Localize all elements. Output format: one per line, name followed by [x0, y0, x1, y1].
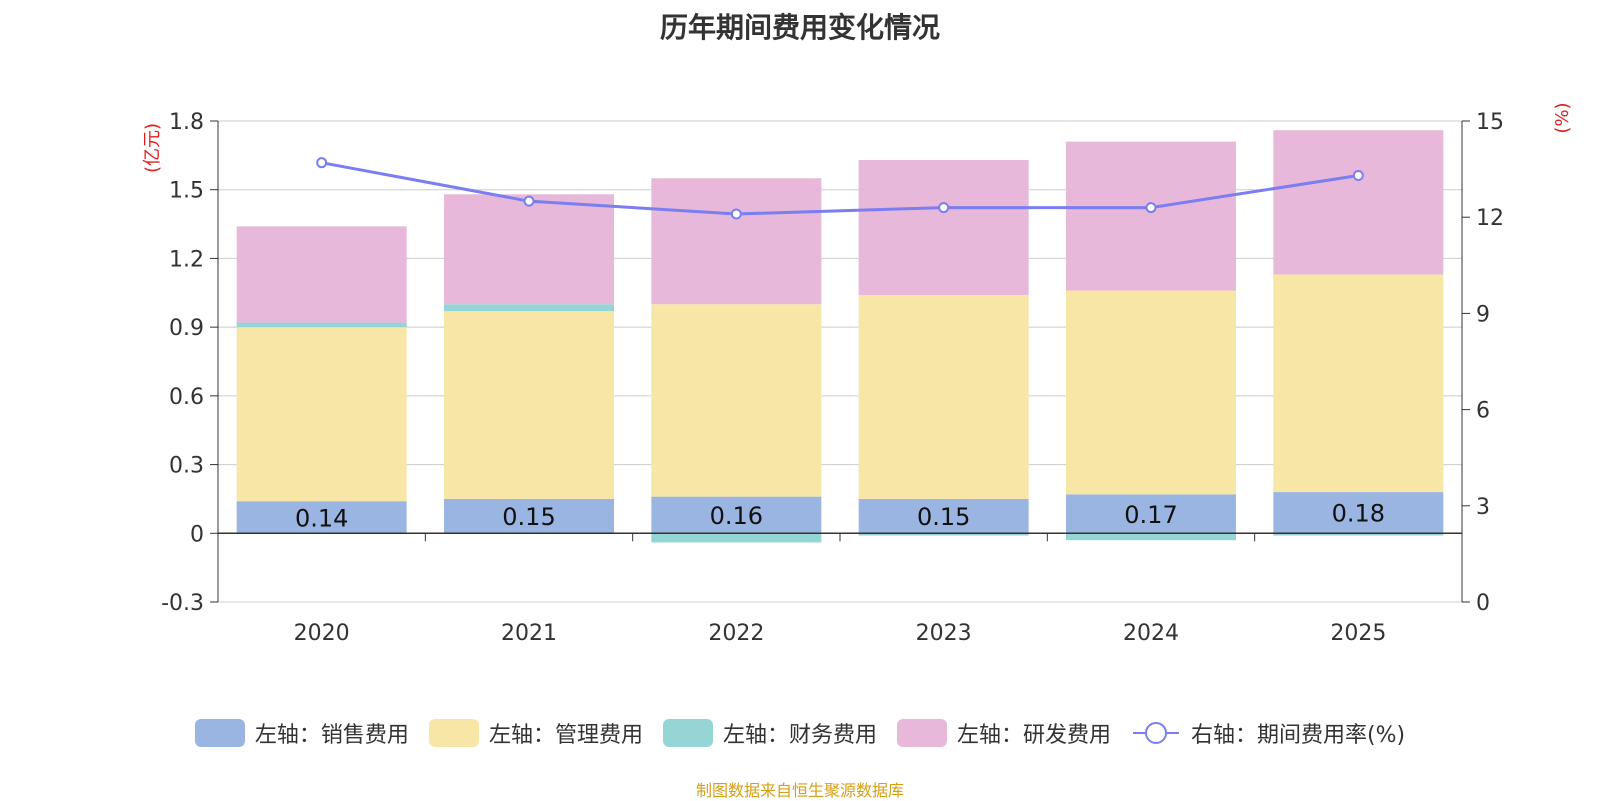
data-label: 0.17 [1124, 501, 1177, 529]
data-label: 0.14 [295, 504, 348, 532]
bar-segment [444, 304, 614, 312]
ratio-point [523, 195, 535, 207]
data-label: 0.16 [710, 502, 763, 530]
x-axis-tick-label: 2021 [501, 621, 557, 646]
left-axis-tick-label: 0.9 [169, 316, 204, 341]
bar-segment [1273, 130, 1444, 275]
data-label: 0.18 [1332, 500, 1385, 528]
legend-label-ratio: 右轴：期间费用率(%) [1190, 723, 1406, 748]
legend-label-sales: 左轴：销售费用 [254, 723, 409, 748]
bar-segment [236, 226, 407, 323]
bar-segment [858, 159, 1029, 296]
right-axis-label: (%) [1552, 102, 1573, 133]
bar-segment [1273, 533, 1444, 536]
legend-swatch-finance [662, 719, 713, 747]
bar-segment [1066, 494, 1236, 534]
left-axis-tick-label: -0.3 [161, 591, 204, 616]
legend-swatch-sales [194, 719, 245, 747]
right-axis-tick-label: 3 [1476, 495, 1490, 520]
bar-segment [236, 322, 407, 328]
data-label: 0.15 [917, 503, 970, 531]
left-axis-tick-label: 0.6 [169, 385, 204, 410]
bar-segment [1273, 274, 1444, 493]
bar-segment [858, 295, 1029, 499]
legend-item-admin[interactable]: 左轴：管理费用 [428, 717, 643, 749]
bar-segment [444, 194, 614, 305]
ratio-point [1145, 202, 1157, 214]
ratio-line [321, 161, 1359, 216]
bar-segment [1066, 141, 1236, 291]
bar-segment [236, 501, 407, 534]
bar-segment [858, 533, 1029, 536]
chart: -0.3 0 0.3 0.6 0.9 1.2 1.5 1.8 0 3 6 9 12 15 (亿元) (%) 0.… [142, 102, 1573, 646]
bar-segment [651, 304, 822, 497]
legend-item-finance[interactable]: 左轴：财务费用 [662, 717, 877, 749]
left-axis-tick-label: 0 [190, 522, 204, 547]
legend-label-finance: 左轴：财务费用 [722, 723, 877, 748]
left-axis-tick-label: 1.2 [169, 247, 204, 272]
ratio-point [938, 202, 950, 214]
legend-item-ratio[interactable]: 右轴：期间费用率(%) [1131, 717, 1405, 749]
legend-item-rnd[interactable]: 左轴：研发费用 [896, 717, 1111, 749]
legend-line-marker-icon [1132, 722, 1179, 744]
legend-swatch-rnd [896, 719, 947, 747]
bar-segment [858, 498, 1029, 534]
right-axis-tick-label: 0 [1476, 591, 1490, 616]
source-note: 制图数据来自恒生聚源数据库 [695, 781, 904, 800]
ratio-point [316, 157, 328, 169]
x-axis-tick-label: 2020 [294, 621, 350, 646]
right-axis-tick-label: 12 [1476, 206, 1504, 231]
left-axis-label: (亿元) [142, 123, 163, 173]
bar-segment [1066, 290, 1236, 495]
bar-segment [1273, 492, 1444, 534]
ratio-point [730, 208, 742, 220]
ratio-point [1352, 170, 1364, 182]
right-axis-tick-label: 9 [1476, 302, 1490, 327]
x-axis-tick-label: 2025 [1330, 621, 1386, 646]
right-axis-tick-label: 6 [1476, 399, 1490, 424]
bar-segment [444, 311, 614, 499]
bar-segment [444, 498, 614, 534]
legend: 左轴：销售费用 左轴：管理费用 左轴：财务费用 左轴：研发费用 右轴：期间费用率… [0, 717, 1600, 749]
bar-segment [651, 533, 822, 543]
bar-segment [1066, 533, 1236, 541]
legend-item-sales[interactable]: 左轴：销售费用 [194, 717, 409, 749]
bar-segment [651, 178, 822, 305]
x-axis-tick-label: 2022 [708, 621, 764, 646]
left-axis-tick-label: 1.5 [169, 179, 204, 204]
left-axis-tick-label: 0.3 [169, 454, 204, 479]
x-axis-tick-label: 2024 [1123, 621, 1179, 646]
right-axis-tick-label: 15 [1476, 110, 1504, 135]
chart-title: 历年期间费用变化情况 [659, 11, 940, 44]
x-axis-tick-label: 2023 [916, 621, 972, 646]
legend-label-admin: 左轴：管理费用 [488, 723, 643, 748]
left-axis-tick-label: 1.8 [169, 110, 204, 135]
legend-label-rnd: 左轴：研发费用 [956, 723, 1111, 748]
bar-segment [236, 327, 407, 502]
legend-swatch-admin [428, 719, 479, 747]
data-label: 0.15 [502, 503, 555, 531]
bar-segment [651, 496, 822, 534]
